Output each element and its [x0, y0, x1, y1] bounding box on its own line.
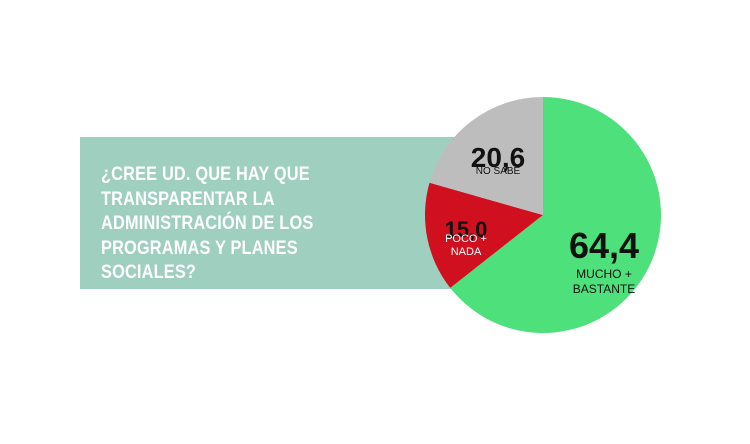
slice-category-label: BASTANTE — [573, 282, 635, 296]
survey-question: ¿CREE UD. QUE HAY QUE TRANSPARENTAR LA A… — [101, 163, 376, 286]
pie-slice — [424, 182, 543, 288]
slice-value-label: 20,6 — [471, 142, 526, 173]
slice-category-label: MUCHO + — [576, 267, 632, 281]
question-line: TRANSPARENTAR LA — [101, 188, 275, 210]
slice-category-label: NADA — [451, 246, 482, 258]
question-line: ADMINISTRACIÓN DE LOS — [101, 213, 314, 234]
question-line: PROGRAMAS Y PLANES SOCIALES? — [101, 237, 298, 284]
slice-value-label: 15,0 — [445, 217, 488, 242]
slice-value-label: 64,4 — [569, 225, 639, 266]
slice-category-label: NO SABE — [476, 166, 521, 177]
question-panel — [80, 137, 475, 289]
slice-category-label: POCO + — [445, 233, 487, 245]
pie-slice — [450, 97, 661, 333]
pie-slice — [429, 97, 543, 215]
question-line: ¿CREE UD. QUE HAY QUE — [101, 164, 310, 185]
